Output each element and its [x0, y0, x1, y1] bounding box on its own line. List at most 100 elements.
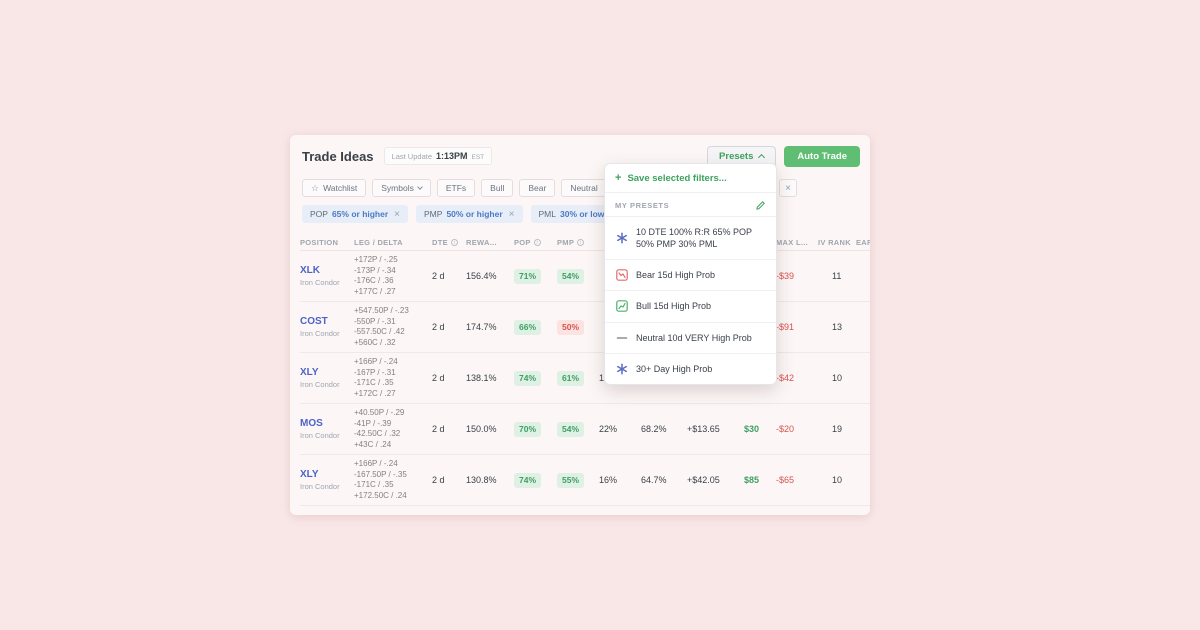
column-header-pmp[interactable]: PMP i — [557, 238, 599, 247]
column-header-reward[interactable]: REWA... — [466, 238, 497, 247]
dte-cell: 2 d — [432, 475, 445, 485]
auto-trade-button[interactable]: Auto Trade — [784, 145, 860, 167]
leg-delta-cell: +166P / -.24 -167.50P / -.35 -171C / .35… — [354, 459, 407, 500]
iv-rank-cell: 10 — [832, 373, 843, 383]
trade-ideas-table: POSITION LEG / DELTA DTE i REWA... POP i P… — [300, 235, 870, 506]
table-row[interactable]: MOS Iron Condor +40.50P / -.29 -41P / -.… — [300, 404, 870, 455]
my-presets-section: MY PRESETS — [605, 193, 776, 216]
reward-cell: 150.0% — [466, 424, 497, 434]
last-update-time: 1:13PM — [436, 151, 468, 161]
table-row[interactable]: COST Iron Condor +547.50P / -.23 -550P /… — [300, 302, 870, 353]
presets-button-label: Presets — [719, 150, 754, 162]
preset-item[interactable]: 10 DTE 100% R:R 65% POP 50% PMP 30% PML — [605, 216, 776, 259]
pmp-badge: 54% — [557, 421, 585, 437]
dte-cell: 2 d — [432, 271, 445, 281]
column-header-iv-rank[interactable]: IV RANK — [818, 238, 851, 247]
edit-pencil-icon[interactable] — [755, 200, 766, 211]
iv-rank-cell: 10 — [832, 475, 843, 485]
position-cell: XLK Iron Condor — [300, 265, 354, 287]
star-icon: ☆ — [311, 182, 320, 193]
preset-item[interactable]: Neutral 10d VERY High Prob — [605, 321, 776, 353]
trade-ideas-app: Trade Ideas Last Update 1:13PM EST Prese… — [290, 135, 870, 515]
pmp-cell: 61% — [557, 370, 599, 386]
neutral-filter-button[interactable]: Neutral — [561, 179, 607, 197]
chip-label: PML — [538, 209, 556, 219]
pop-badge: 70% — [514, 421, 542, 437]
active-filter-chips: POP 65% or higher × PMP 50% or higher × … — [290, 197, 870, 223]
symbols-filter-button[interactable]: Symbols — [372, 179, 431, 197]
close-icon[interactable]: × — [394, 208, 401, 220]
reward-cell: 174.7% — [466, 322, 497, 332]
watchlist-label: Watchlist — [323, 183, 358, 193]
preset-item-label: Bull 15d High Prob — [636, 301, 712, 312]
pop-cell: 71% — [514, 268, 557, 284]
symbols-label: Symbols — [381, 183, 414, 193]
max-profit-cell: $30 — [744, 424, 760, 434]
column-header-earnings[interactable]: EARNINGS — [856, 238, 870, 247]
ticker-symbol[interactable]: MOS — [300, 418, 323, 429]
pop-badge: 74% — [514, 370, 542, 386]
etfs-filter-button[interactable]: ETFs — [436, 179, 476, 197]
max-loss-cell: -$91 — [776, 322, 795, 332]
column-header-leg-delta[interactable]: LEG / DELTA — [354, 238, 403, 247]
pmp-badge: 61% — [557, 370, 585, 386]
table-row[interactable]: XLY Iron Condor +166P / -.24 -167.50P / … — [300, 455, 870, 506]
bull-filter-button[interactable]: Bull — [481, 179, 514, 197]
info-icon: i — [533, 239, 541, 246]
max-profit-cell: $85 — [744, 475, 760, 485]
pmp-badge: 55% — [557, 472, 585, 488]
preset-item[interactable]: Bear 15d High Prob — [605, 259, 776, 290]
reward-cell: 156.4% — [466, 271, 497, 281]
save-selected-filters-item[interactable]: + Save selected filters... — [605, 164, 776, 193]
pop-cell: 74% — [514, 472, 557, 488]
column-header-dte[interactable]: DTE i — [432, 238, 466, 247]
strategy-label: Iron Condor — [300, 278, 340, 287]
iv-rank-cell: 13 — [832, 322, 843, 332]
pmp-filter-chip[interactable]: PMP 50% or higher × — [416, 205, 523, 223]
close-icon[interactable]: × — [508, 208, 515, 220]
leg-delta-cell: +172P / -.25 -173P / -.34 -176C / .36 +1… — [354, 255, 398, 296]
pmp-cell: 54% — [557, 421, 599, 437]
bear-chart-icon — [615, 269, 628, 282]
pml-cell: 22% — [599, 424, 618, 434]
bear-filter-button[interactable]: Bear — [519, 179, 556, 197]
chevron-down-icon — [417, 184, 423, 190]
leg-delta-cell: +40.50P / -.29 -41P / -.39 -42.50C / .32… — [354, 408, 405, 449]
ticker-symbol[interactable]: COST — [300, 316, 328, 327]
preset-item[interactable]: Bull 15d High Prob — [605, 290, 776, 321]
bull-chart-icon — [615, 300, 628, 313]
pop-filter-chip[interactable]: POP 65% or higher × — [302, 205, 409, 223]
expected-value-cell: +$13.65 — [687, 424, 720, 434]
expected-value-cell: +$42.05 — [687, 475, 720, 485]
watchlist-filter-button[interactable]: ☆ Watchlist — [302, 179, 367, 197]
pop-badge: 74% — [514, 472, 542, 488]
position-cell: XLY Iron Condor — [300, 367, 354, 389]
ticker-symbol[interactable]: XLY — [300, 367, 319, 378]
leg-delta-cell: +547.50P / -.23 -550P / -.31 -557.50C / … — [354, 306, 409, 347]
column-header-pop[interactable]: POP i — [514, 238, 557, 247]
table-row[interactable]: XLY Iron Condor +166P / -.24 -167P / -.3… — [300, 353, 870, 404]
preset-item-label: 10 DTE 100% R:R 65% POP 50% PMP 30% PML — [636, 227, 752, 250]
iv-rank-cell: 11 — [832, 271, 842, 281]
my-presets-label: MY PRESETS — [615, 201, 670, 210]
asterisk-icon — [615, 363, 628, 375]
pml-cell: 16% — [599, 475, 618, 485]
ticker-symbol[interactable]: XLY — [300, 469, 319, 480]
pmp-badge: 50% — [557, 319, 585, 335]
ticker-symbol[interactable]: XLK — [300, 265, 320, 276]
column-header-position[interactable]: POSITION — [300, 238, 339, 247]
chip-value: 50% or higher — [446, 209, 503, 219]
table-row[interactable]: XLK Iron Condor +172P / -.25 -173P / -.3… — [300, 251, 870, 302]
reward-cell: 138.1% — [466, 373, 497, 383]
position-cell: XLY Iron Condor — [300, 469, 354, 491]
info-icon: i — [577, 239, 585, 246]
prob-cell: 64.7% — [641, 475, 667, 485]
strategy-label: Iron Condor — [300, 329, 340, 338]
leg-delta-cell: +166P / -.24 -167P / -.31 -171C / .35 +1… — [354, 357, 398, 398]
pmp-badge: 54% — [557, 268, 585, 284]
column-header-max-loss[interactable]: MAX L... — [776, 238, 808, 247]
pop-cell: 74% — [514, 370, 557, 386]
preset-item[interactable]: 30+ Day High Prob — [605, 352, 776, 384]
chip-label: PMP — [424, 209, 443, 219]
close-icon[interactable]: × — [779, 179, 797, 197]
